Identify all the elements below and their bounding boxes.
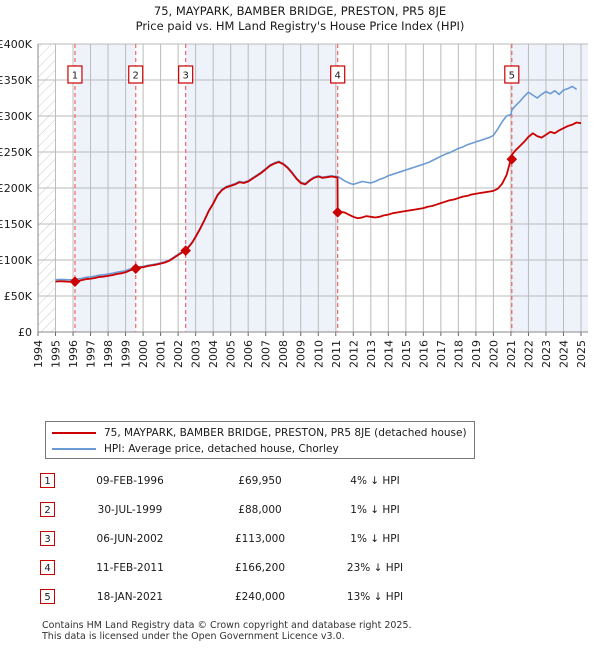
sale-hpi-delta: 1% ↓ HPI: [350, 503, 400, 516]
x-axis-tick-label: 2003: [190, 340, 203, 368]
x-axis-tick-label: 2014: [382, 340, 395, 368]
sale-price: £240,000: [234, 590, 286, 603]
sale-marker-label: 5: [509, 71, 515, 82]
x-axis-tick-label: 2016: [417, 340, 430, 368]
table-row[interactable]: 4 11-FEB-2011 £166,200 23% ↓ HPI: [40, 553, 470, 582]
x-axis-tick-label: 1999: [120, 340, 133, 368]
sales-table: 1 09-FEB-1996 £69,950 4% ↓ HPI 2 30-JUL-…: [40, 466, 470, 611]
property-series-line: [55, 121, 582, 283]
x-axis-tick-label: 2023: [540, 340, 553, 368]
x-axis-tick-label: 2005: [225, 340, 238, 368]
table-row[interactable]: 3 06-JUN-2002 £113,000 1% ↓ HPI: [40, 524, 470, 553]
sale-marker-diamond[interactable]: [332, 207, 344, 218]
sale-index-badge: 4: [40, 560, 55, 575]
y-axis-tick-label: £400K: [0, 38, 33, 51]
sale-date: 30-JUL-1999: [97, 503, 163, 516]
sale-marker-label: 4: [335, 71, 341, 82]
y-axis-tick-label: £300K: [0, 110, 33, 123]
sale-price: £88,000: [238, 503, 282, 516]
price-history-chart: £0 £50K £100K £150K £200K £250K £300K £350K £400…: [0, 36, 600, 376]
x-axis-tick-label: 2025: [575, 340, 588, 368]
x-axis-tick-label: 1995: [50, 340, 63, 368]
chart-legend: 75, MAYPARK, BAMBER BRIDGE, PRESTON, PR5…: [45, 421, 475, 459]
legend-swatch-hpi: [52, 448, 96, 450]
sale-hpi-delta: 4% ↓ HPI: [350, 474, 400, 487]
sale-index-badge: 3: [40, 531, 55, 546]
y-axis-tick-label: £350K: [0, 74, 33, 87]
x-axis-tick-label: 2020: [487, 340, 500, 368]
sale-date: 09-FEB-1996: [96, 474, 164, 487]
sale-index-badge: 1: [40, 473, 55, 488]
x-axis-tick-label: 2006: [242, 340, 255, 368]
chart-subtitle: Price paid vs. HM Land Registry's House …: [135, 19, 465, 33]
x-axis-tick-label: 2007: [260, 340, 273, 368]
sale-index-badge: 5: [40, 589, 55, 604]
x-axis-tick-label: 2017: [435, 340, 448, 368]
sale-marker-diamond[interactable]: [506, 153, 518, 165]
sale-marker-label: 2: [133, 71, 139, 82]
y-axis-tick-label: £250K: [0, 146, 33, 159]
x-axis-tick-label: 1996: [67, 340, 80, 368]
x-axis-tick-label: 2012: [347, 340, 360, 368]
x-axis-tick-label: 2009: [295, 340, 308, 368]
x-axis-tick-label: 2019: [470, 340, 483, 368]
legend-item-property: 75, MAYPARK, BAMBER BRIDGE, PRESTON, PR5…: [52, 425, 468, 441]
sale-price: £113,000: [234, 532, 286, 545]
x-axis-tick-label: 2011: [330, 340, 343, 368]
sale-date: 06-JUN-2002: [96, 532, 164, 545]
footer-line-copyright: Contains HM Land Registry data © Crown c…: [42, 620, 412, 631]
x-axis-tick-label: 2004: [207, 340, 220, 368]
sale-marker-diamond[interactable]: [130, 263, 142, 274]
sale-marker-diamond[interactable]: [69, 276, 81, 287]
sale-marker-box[interactable]: [504, 65, 520, 84]
y-axis-tick-label: £0: [18, 326, 32, 339]
legend-swatch-property: [52, 432, 96, 434]
sale-hpi-delta: 1% ↓ HPI: [350, 532, 400, 545]
sale-marker-label: 1: [72, 71, 78, 82]
sale-hpi-delta: 13% ↓ HPI: [346, 590, 404, 603]
x-axis-tick-label: 1998: [102, 340, 115, 368]
sale-hpi-delta: 23% ↓ HPI: [346, 561, 404, 574]
x-axis-tick-label: 2002: [172, 340, 185, 368]
table-row[interactable]: 5 18-JAN-2021 £240,000 13% ↓ HPI: [40, 582, 470, 611]
sale-marker-box[interactable]: [330, 65, 346, 84]
sale-marker-diamond[interactable]: [180, 245, 191, 256]
x-axis-tick-label: 2008: [277, 340, 290, 368]
footer-line-licence: This data is licensed under the Open Gov…: [42, 631, 345, 642]
y-axis-tick-label: £100K: [0, 254, 33, 267]
x-axis-tick-label: 2000: [137, 340, 150, 368]
footer-attribution: Contains HM Land Registry data © Crown c…: [42, 620, 582, 642]
sale-price: £166,200: [234, 561, 286, 574]
x-axis-tick-label: 2021: [505, 340, 518, 368]
x-axis-tick-label: 2015: [400, 340, 413, 368]
y-axis-tick-label: £50K: [4, 290, 33, 303]
x-axis-tick-label: 2018: [452, 340, 465, 368]
page-title: 75, MAYPARK, BAMBER BRIDGE, PRESTON, PR5…: [0, 4, 600, 34]
sale-date: 18-JAN-2021: [96, 590, 164, 603]
table-row[interactable]: 1 09-FEB-1996 £69,950 4% ↓ HPI: [40, 466, 470, 495]
x-axis-tick-label: 1997: [85, 340, 98, 368]
x-axis-tick-label: 2010: [312, 340, 325, 368]
x-axis-tick-label: 2013: [365, 340, 378, 368]
sale-marker-label: 3: [182, 71, 188, 82]
sale-index-badge: 2: [40, 502, 55, 517]
y-axis-tick-label: £150K: [0, 218, 33, 231]
x-axis-tick-label: 2024: [557, 340, 570, 368]
chart-title: 75, MAYPARK, BAMBER BRIDGE, PRESTON, PR5…: [153, 4, 447, 18]
sale-marker-box[interactable]: [128, 65, 144, 84]
legend-label-hpi: HPI: Average price, detached house, Chor…: [104, 443, 339, 455]
y-axis-tick-label: £200K: [0, 182, 33, 195]
chart-canvas: £0 £50K £100K £150K £200K £250K £300K £350K £400…: [0, 38, 588, 368]
x-axis-tick-label: 1994: [32, 340, 45, 368]
sale-marker-box[interactable]: [178, 65, 194, 84]
sale-price: £69,950: [238, 474, 282, 487]
sale-marker-box[interactable]: [67, 65, 83, 84]
x-axis-tick-label: 2022: [522, 340, 535, 368]
legend-item-hpi: HPI: Average price, detached house, Chor…: [52, 441, 468, 457]
x-axis-tick-label: 2001: [155, 340, 168, 368]
legend-label-property: 75, MAYPARK, BAMBER BRIDGE, PRESTON, PR5…: [104, 427, 467, 439]
table-row[interactable]: 2 30-JUL-1999 £88,000 1% ↓ HPI: [40, 495, 470, 524]
sale-date: 11-FEB-2011: [96, 561, 164, 574]
